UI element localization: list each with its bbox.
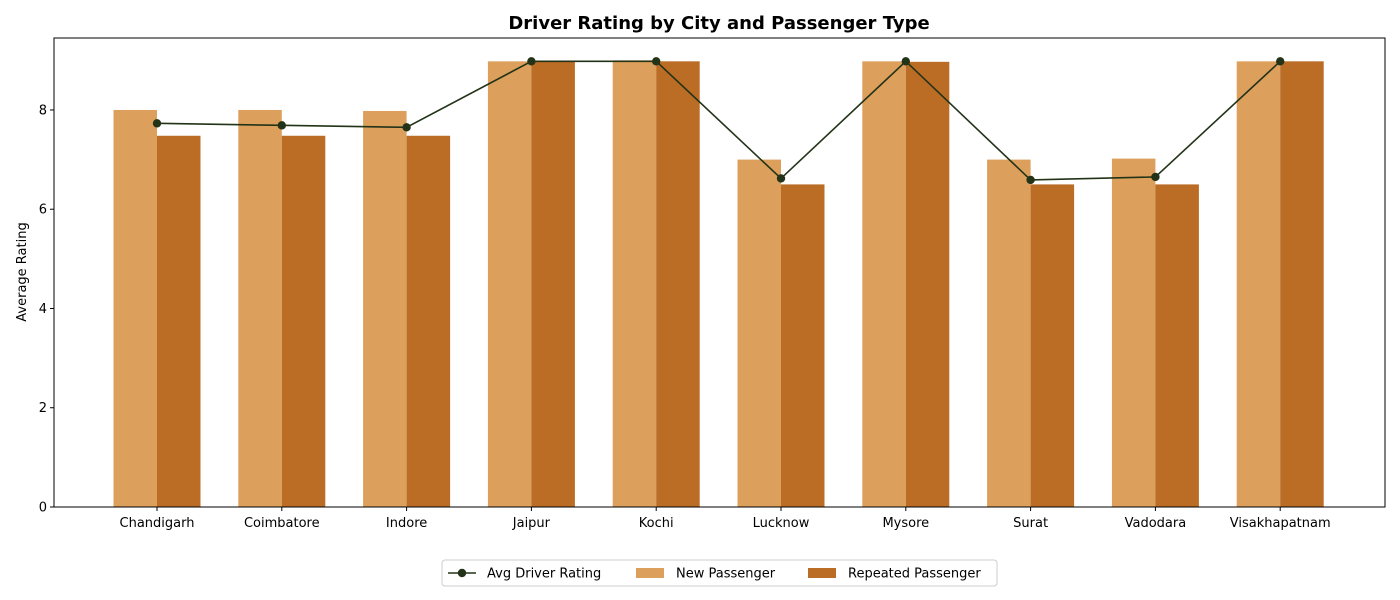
x-tick-label: Indore <box>386 516 427 531</box>
x-tick-label: Coimbatore <box>244 516 320 531</box>
avg-rating-point-surat <box>1026 175 1035 185</box>
avg-rating-point-coimbatore <box>277 121 286 130</box>
legend-label-new: New Passenger <box>676 567 776 582</box>
bar-repeated-jaipur <box>531 61 575 507</box>
x-tick-label: Chandigarh <box>120 516 195 531</box>
bar-new-indore <box>363 110 407 508</box>
bar-repeated-indore <box>406 135 451 507</box>
bar-new-coimbatore <box>238 109 282 508</box>
bar-repeated-mysore <box>905 61 950 507</box>
y-axis-label: Average Rating <box>15 222 30 321</box>
y-tick-label: 4 <box>39 302 47 317</box>
chart-title: Driver Rating by City and Passenger Type <box>508 13 929 34</box>
bar-new-kochi <box>612 60 657 507</box>
avg-rating-point-chandigarh <box>152 119 162 128</box>
y-tick-label: 6 <box>39 203 47 218</box>
legend-label-avg-rating: Avg Driver Rating <box>487 567 601 582</box>
x-tick-label: Visakhapatnam <box>1230 516 1331 531</box>
bar-new-vadodara <box>1111 158 1156 507</box>
bar-repeated-surat <box>1030 184 1075 507</box>
legend-swatch-repeated <box>808 568 836 578</box>
x-tick-label: Lucknow <box>753 516 810 531</box>
avg-driver-rating-line <box>156 60 1281 181</box>
bar-new-jaipur <box>487 61 532 507</box>
bar-new-mysore <box>862 61 906 507</box>
avg-rating-point-visakhapatnam <box>1276 57 1285 66</box>
avg-rating-point-kochi <box>652 57 661 66</box>
legend: Avg Driver Rating New Passenger Repeated P… <box>441 559 998 587</box>
bar-new-surat <box>987 159 1031 507</box>
bar-repeated-lucknow <box>781 184 825 507</box>
y-tick-label: 2 <box>39 401 47 416</box>
x-tick-label: Vadodara <box>1125 516 1187 531</box>
bar-repeated-coimbatore <box>281 135 326 507</box>
x-tick-label: Jaipur <box>512 516 551 531</box>
plot-area: 0 2 4 6 8 Chandigarh Coimbatore Indore Jaipur Koc… <box>39 37 1386 531</box>
bar-new-lucknow <box>737 159 781 507</box>
plot-frame <box>53 37 1386 508</box>
legend-swatch-new <box>636 568 664 578</box>
x-tick-label: Mysore <box>882 516 929 531</box>
avg-rating-point-mysore <box>901 57 910 66</box>
y-tick-label: 8 <box>39 103 47 118</box>
bar-repeated-chandigarh <box>157 135 201 507</box>
avg-rating-point-vadodara <box>1151 172 1160 182</box>
legend-box <box>441 559 998 587</box>
bar-new-chandigarh <box>113 109 157 508</box>
legend-marker-avg-rating <box>457 568 467 578</box>
x-tick-label: Kochi <box>639 516 674 531</box>
bar-repeated-vadodara <box>1155 184 1199 507</box>
avg-rating-point-indore <box>402 123 411 132</box>
x-tick-label: Surat <box>1013 516 1048 531</box>
avg-rating-point-jaipur <box>527 57 536 66</box>
bar-new-visakhapatnam <box>1236 61 1281 507</box>
bar-repeated-kochi <box>656 61 700 507</box>
avg-rating-point-lucknow <box>776 174 786 183</box>
y-tick-label: 0 <box>39 501 47 516</box>
legend-label-repeated: Repeated Passenger <box>848 567 981 582</box>
bar-repeated-visakhapatnam <box>1280 61 1324 507</box>
